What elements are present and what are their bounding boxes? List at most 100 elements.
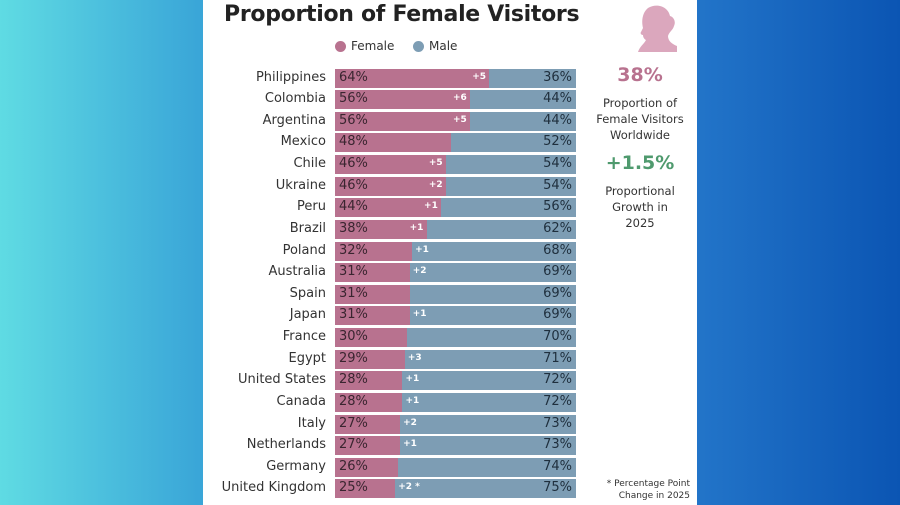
legend-female-swatch [335,40,346,52]
country-label: Ukraine [275,177,326,193]
country-label: Colombia [264,91,326,107]
male-pct-label: 62% [543,220,572,236]
female-pct-label: 29% [339,350,368,366]
bar-female [335,263,410,283]
male-pct-label: 56% [543,199,572,215]
bar-female [335,371,403,391]
bar-female [335,219,427,239]
male-pct-label: 73% [543,415,572,431]
female-pct-label: 31% [339,264,368,280]
change-label: +6 [452,93,467,104]
change-label: +1 [412,309,427,320]
bar-row: 46% 54% +5 [335,155,576,175]
country-label: Spain [289,285,326,301]
country-label: Poland [282,242,326,258]
bar-female [335,284,410,304]
male-pct-label: 69% [543,307,572,323]
bar-row: 27% 73% +2 [335,414,576,434]
country-label: United Kingdom [221,480,326,496]
change-label: +1 [405,374,420,385]
country-label: Argentina [262,112,326,128]
male-pct-label: 72% [543,393,572,409]
female-pct-label: 56% [339,91,368,107]
stat-growth: +1.5% [605,152,675,174]
country-label: Brazil [289,220,326,236]
bar-female [335,414,401,434]
change-label: +1 [405,395,420,406]
male-pct-label: 69% [543,285,572,301]
male-pct-label: 52% [543,134,572,150]
female-pct-label: 64% [339,69,368,85]
bar-male [402,371,576,391]
chart-title: Proportion of Female Visitors [224,2,580,27]
country-label: Chile [293,156,326,172]
bar-male [409,284,576,304]
bar-male [426,219,576,239]
country-label: Canada [276,393,326,409]
male-pct-label: 68% [543,242,572,258]
change-label: +2 [428,179,443,190]
legend-female: Female [335,39,394,53]
change-label: +1 [424,201,438,212]
bar-female [335,392,403,412]
bar-row: 25% 75% +2 * [335,479,576,499]
bar-row: 28% 72% +1 [335,392,576,412]
legend-male-swatch [413,40,424,52]
male-pct-label: 71% [543,350,572,366]
change-label: +1 [403,439,417,450]
bar-male [445,155,576,175]
bar-row: 30% 70% [335,328,576,348]
bar-male [404,349,576,369]
change-label: +5 [472,71,487,82]
bar-row: 56% 44% +6 [335,90,576,110]
male-pct-label: 44% [543,91,572,107]
bar-row: 32% 68% +1 [335,241,576,261]
bar-row: 56% 44% +5 [335,111,576,131]
bar-female [335,457,398,477]
bar-female [335,328,408,348]
change-label: +5 [428,158,443,169]
male-pct-label: 70% [543,329,572,345]
bar-male [407,328,576,348]
bar-male [400,436,576,456]
legend-male: Male [413,39,457,53]
bar-male [445,176,576,196]
bar-male [441,198,576,218]
female-pct-label: 26% [339,458,368,474]
bar-male [395,479,576,499]
stat-female-proportion-label: Proportion of Female Visitors Worldwide [596,96,684,142]
bar-female [335,306,410,326]
stat-growth-label: Proportional Growth in 2025 [605,184,675,230]
bar-male [409,263,576,283]
female-pct-label: 28% [339,372,368,388]
male-pct-label: 74% [543,458,572,474]
bar-row: 31% 69% +1 [335,306,576,326]
stat-female-proportion: 38% [617,64,663,86]
female-pct-label: 27% [339,437,368,453]
country-label: United States [237,372,326,388]
bar-row: 26% 74% [335,457,576,477]
country-label: Germany [266,458,326,474]
bar-female [335,68,490,88]
bar-female [335,241,413,261]
country-label: France [282,329,326,345]
country-label: Netherlands [246,437,326,453]
female-pct-label: 44% [339,199,368,215]
bar-female [335,90,470,110]
legend-male-label: Male [429,39,458,53]
woman-silhouette-icon [638,5,677,52]
bar-row: 27% 73% +1 [335,436,576,456]
male-pct-label: 54% [543,156,572,172]
male-pct-label: 36% [543,69,572,85]
bar-row: 28% 72% +1 [335,371,576,391]
change-label: +1 [415,244,429,255]
bar-row: 46% 54% +2 [335,176,576,196]
bar-male [402,392,576,412]
female-pct-label: 30% [339,329,368,345]
bar-female [335,133,451,153]
bar-male [450,133,576,153]
bar-row: 29% 71% +3 [335,349,576,369]
male-pct-label: 72% [543,372,572,388]
bar-row: 64% 36% +5 [335,68,576,88]
bar-row: 44% 56% +1 [335,198,576,218]
